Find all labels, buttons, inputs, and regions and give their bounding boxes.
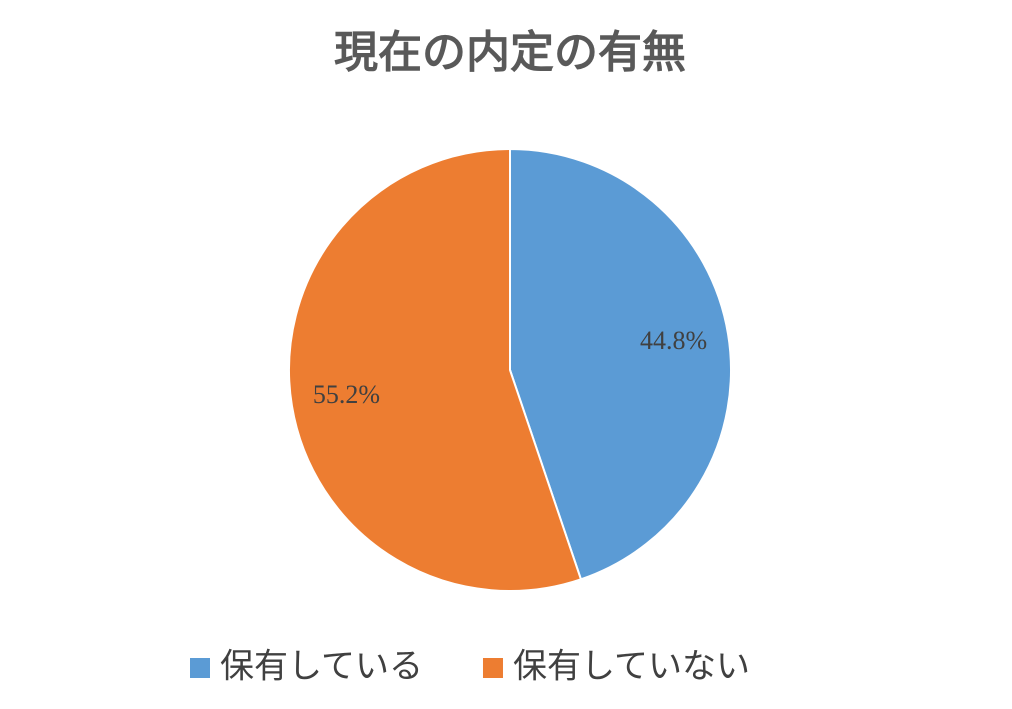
- legend-label: 保有していない: [513, 647, 750, 687]
- pie-slice: [288, 147, 583, 592]
- data-label: 44.8%: [640, 326, 707, 355]
- chart-title: 現在の内定の有無: [334, 27, 686, 78]
- legend-label: 保有している: [220, 647, 423, 687]
- pie-slice: [509, 147, 732, 581]
- data-label: 55.2%: [313, 380, 380, 409]
- legend-swatch: [482, 658, 503, 678]
- legend-swatch: [190, 658, 210, 678]
